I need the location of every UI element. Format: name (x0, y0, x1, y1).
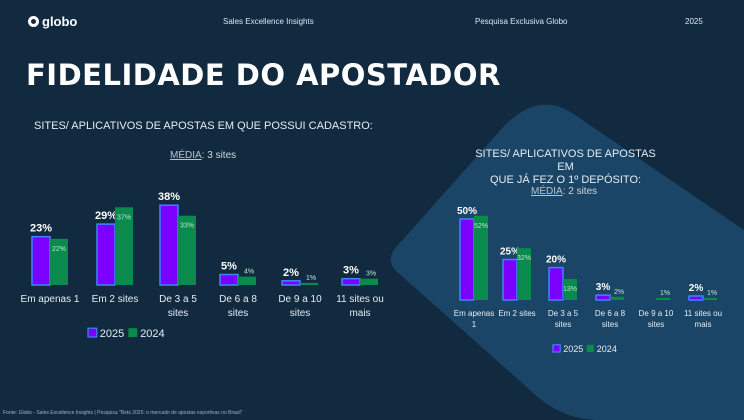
legend-2024-swatch (586, 344, 594, 352)
label-2024: 4% (244, 269, 254, 276)
header-center: Sales Excellence Insights (223, 17, 314, 26)
media-label: MÉDIA (170, 150, 202, 161)
label-2024: 3% (366, 271, 376, 278)
category-label: mais (695, 320, 712, 329)
category-label: De 6 a 8 (219, 294, 257, 305)
category-label: sites (228, 308, 249, 319)
label-2025: 2% (689, 283, 704, 294)
label-2025: 25% (500, 247, 520, 258)
label-2025: 2% (283, 267, 299, 279)
header-year: 2025 (685, 17, 703, 26)
chart1-title: SITES/ APLICATIVOS DE APOSTAS EM QUE POS… (34, 120, 373, 132)
label-2024: 37% (117, 214, 131, 221)
label-2024: 32% (517, 255, 531, 262)
chart2-title: SITES/ APLICATIVOS DE APOSTAS EM QUE JÁ F… (473, 148, 658, 187)
page-title: FIDELIDADE DO APOSTADOR (26, 58, 501, 92)
chart2-media: MÉDIA: 2 sites (531, 186, 597, 197)
chart1-media: MÉDIA: 3 sites (170, 150, 236, 161)
category-label: sites (602, 320, 618, 329)
category-label: Em apenas (454, 309, 494, 318)
bar-2024 (610, 296, 624, 300)
label-2024: 1% (306, 275, 316, 282)
label-2024: 33% (180, 223, 194, 230)
label-2024: 52% (474, 223, 488, 230)
label-2025: 5% (221, 261, 237, 273)
media-value: : 3 sites (201, 150, 237, 161)
label-2024: 2% (614, 289, 624, 296)
bar-2025 (688, 295, 704, 301)
bar-2024 (474, 215, 488, 300)
category-label: Em 2 sites (498, 309, 535, 318)
bar-2025 (341, 277, 361, 286)
bar-2024 (300, 282, 318, 285)
label-2024: 1% (707, 290, 717, 297)
bar-2025 (548, 266, 564, 301)
media-value: : 2 sites (562, 186, 598, 197)
source-footer: Fonte: Globo - Sales Excellence Insights… (3, 410, 243, 416)
legend-2025: 2025 (563, 344, 583, 354)
bar-2025 (595, 294, 611, 301)
title-line: SITES/ APLICATIVOS DE APOSTAS EM (475, 148, 656, 173)
category-label: De 9 a 10 (639, 309, 674, 318)
legend-2024-swatch (128, 328, 138, 337)
category-label: sites (168, 308, 189, 319)
bar-2024 (563, 278, 577, 300)
bar-2024 (656, 298, 670, 300)
globo-logo: globo (28, 14, 77, 29)
bar-2025 (159, 204, 179, 286)
category-label: sites (290, 308, 311, 319)
bar-2025 (96, 223, 116, 286)
label-2025: 23% (30, 223, 52, 235)
bar-2024 (517, 248, 531, 300)
category-label: De 3 a 5 (548, 309, 579, 318)
bar-2024 (703, 298, 717, 300)
bar-2025 (281, 280, 301, 286)
label-2024: 1% (660, 290, 670, 297)
label-2025: 3% (596, 282, 611, 293)
category-label: Em apenas 1 (21, 294, 80, 305)
bar-2024 (178, 215, 196, 285)
bar-2025 (502, 258, 518, 301)
legend-2024: 2024 (597, 344, 617, 354)
category-label: sites (648, 320, 664, 329)
legend-2025-swatch (552, 344, 561, 353)
globo-logo-icon (28, 16, 39, 27)
category-label: sites (555, 320, 571, 329)
category-label: De 3 a 5 (159, 294, 197, 305)
label-2025: 29% (95, 210, 117, 222)
legend-2024: 2024 (140, 328, 164, 340)
bar-2024 (238, 276, 256, 285)
label-2024: 13% (563, 286, 577, 293)
logo-text: globo (42, 14, 78, 29)
bar-2025 (219, 273, 239, 286)
header-right: Pesquisa Exclusiva Globo (475, 17, 568, 26)
title-line: QUE JÁ FEZ O 1º DEPÓSITO: (489, 174, 642, 186)
category-label: De 6 a 8 (595, 309, 626, 318)
media-label: MÉDIA (531, 186, 563, 197)
category-label: 11 sites ou (336, 294, 384, 305)
legend-2025: 2025 (100, 328, 124, 340)
bar-2025 (31, 235, 51, 286)
bar-2024 (360, 278, 378, 285)
label-2025: 50% (457, 206, 477, 217)
bar-2024 (115, 207, 133, 285)
label-2025: 3% (343, 265, 359, 277)
label-2025: 20% (546, 255, 566, 266)
label-2025: 38% (158, 191, 180, 203)
category-label: De 9 a 10 (278, 294, 322, 305)
category-label: Em 2 sites (92, 294, 139, 305)
bar-2025 (459, 218, 475, 301)
label-2024: 22% (52, 246, 66, 253)
category-label: mais (349, 308, 370, 319)
category-label: 1 (472, 320, 477, 329)
bar-2024 (50, 238, 68, 285)
category-label: 11 sites ou (684, 309, 722, 318)
legend-2025-swatch (87, 327, 98, 338)
